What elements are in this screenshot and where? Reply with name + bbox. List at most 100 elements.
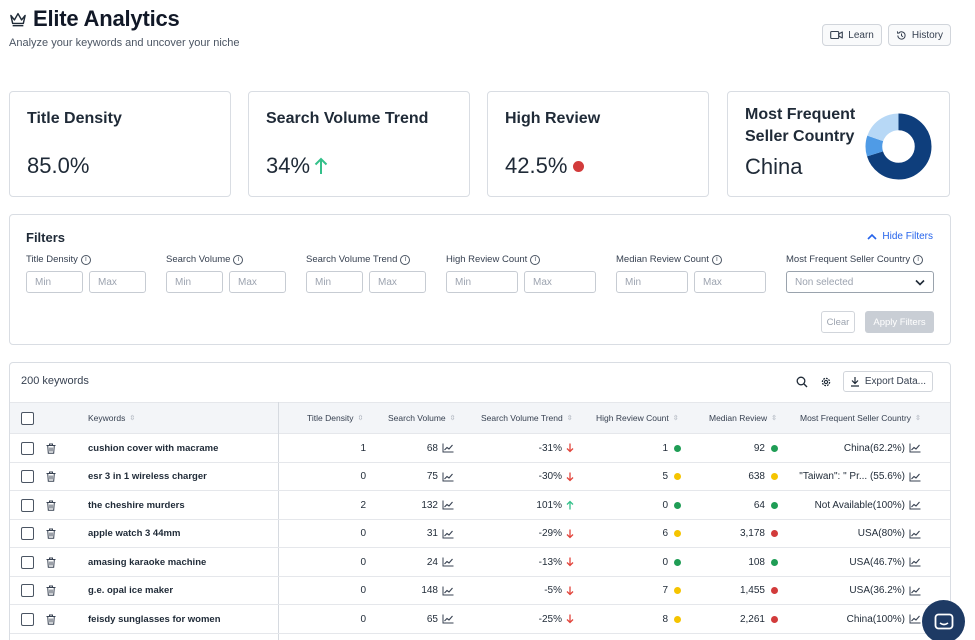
apply-filters-button[interactable]: Apply Filters	[865, 311, 934, 333]
trend-value: 101%	[536, 499, 562, 511]
row-checkbox[interactable]	[21, 498, 34, 512]
status-dot	[771, 501, 778, 509]
info-icon[interactable]: i	[233, 254, 244, 265]
trend-chart-icon[interactable]	[909, 586, 921, 596]
arrow-down-icon	[566, 529, 574, 538]
table-toolbar: Export Data...	[795, 371, 933, 392]
row-checkbox[interactable]	[21, 470, 34, 483]
table-row[interactable]: feisdy sunglasses for women 0 65 -25% 8 2,261…	[10, 605, 950, 634]
column-header-median-review[interactable]: Median Review ⇳	[709, 403, 777, 433]
trend-chart-icon[interactable]	[909, 529, 921, 539]
search-volume-cell: 24	[380, 548, 454, 576]
export-data-button[interactable]: Export Data...	[842, 371, 933, 392]
column-header-search-volume-trend[interactable]: Search Volume Trend ⇳	[481, 403, 573, 433]
table-row[interactable]: amasing karaoke machine 0 24 -13% 0 108 USA(46…	[10, 548, 950, 577]
select-all-checkbox[interactable]	[21, 411, 34, 425]
trash-icon[interactable]	[46, 500, 56, 511]
trend-chart-icon[interactable]	[442, 614, 454, 624]
row-select-cell	[21, 463, 34, 491]
trash-icon[interactable]	[46, 471, 56, 482]
trend-chart-icon[interactable]	[442, 529, 454, 539]
row-checkbox[interactable]	[21, 527, 34, 540]
keyword-cell[interactable]: esr 3 in 1 wireless charger	[88, 471, 207, 482]
seller-country-select[interactable]: Non selected	[786, 271, 934, 293]
column-header-title-density[interactable]: Title Density ⇳	[307, 403, 363, 433]
median-review-count-min-input[interactable]: Min	[616, 271, 688, 293]
row-checkbox[interactable]	[21, 555, 34, 569]
high-review-value: 7	[662, 585, 668, 596]
trend-chart-icon[interactable]	[442, 500, 454, 510]
trend-chart-icon[interactable]	[442, 586, 454, 596]
trend-chart-icon[interactable]	[442, 472, 454, 482]
keyword-cell[interactable]: g.e. opal ice maker	[88, 585, 174, 596]
trend-chart-icon[interactable]	[909, 472, 921, 482]
gear-icon[interactable]	[819, 375, 833, 389]
info-icon[interactable]: i	[711, 254, 722, 265]
trend-chart-icon[interactable]	[442, 557, 454, 567]
column-header-search-volume[interactable]: Search Volume ⇳	[388, 403, 456, 433]
median-review-cell: 92	[700, 434, 778, 462]
learn-button[interactable]: Learn	[822, 24, 882, 46]
trash-icon[interactable]	[46, 585, 56, 596]
delete-cell	[46, 463, 56, 491]
trash-icon[interactable]	[46, 443, 56, 454]
title-density-value: 2	[360, 499, 366, 511]
table-row[interactable]: the cheshire murders 2 132 101% 0 64 Not Avail…	[10, 491, 950, 520]
hide-filters-button[interactable]: Hide Filters	[867, 231, 933, 242]
high-review-value: 8	[662, 613, 668, 625]
keyword-cell[interactable]: apple watch 3 44mm	[88, 528, 181, 539]
info-icon[interactable]: i	[80, 254, 91, 265]
row-checkbox[interactable]	[21, 612, 34, 626]
trash-icon[interactable]	[46, 557, 56, 568]
keyword-cell[interactable]: cushion cover with macrame	[88, 442, 219, 454]
table-row[interactable]: esr 3 in 1 wireless charger 0 75 -30% 5 638 "T…	[10, 463, 950, 491]
sort-icon: ⇳	[771, 414, 777, 422]
trend-chart-icon[interactable]	[909, 557, 921, 567]
search-volume-trend-cell: -13%	[480, 548, 574, 576]
high-review-count-min-input[interactable]: Min	[446, 271, 518, 293]
column-header-keywords[interactable]: Keywords ⇳	[88, 403, 135, 433]
search-volume-max-input[interactable]: Max	[229, 271, 286, 293]
info-icon[interactable]: i	[400, 254, 411, 265]
median-review-count-max-input[interactable]: Max	[694, 271, 766, 293]
keyword-cell[interactable]: the cheshire murders	[88, 499, 185, 511]
info-icon[interactable]: i	[530, 254, 541, 265]
title-density-max-input[interactable]: Max	[89, 271, 146, 293]
high-review-count-max-input[interactable]: Max	[524, 271, 596, 293]
high-review-value: 1	[662, 442, 668, 454]
search-volume-trend-max-input[interactable]: Max	[369, 271, 426, 293]
row-checkbox[interactable]	[21, 584, 34, 597]
trash-icon[interactable]	[46, 614, 56, 625]
search-volume-trend-min-input[interactable]: Min	[306, 271, 363, 293]
trend-value: -30%	[538, 471, 562, 482]
table-row[interactable]: apple watch 3 44mm 0 31 -29% 6 3,178 USA(80%)	[10, 520, 950, 548]
seller-country-value: Not Available(100%)	[814, 499, 905, 511]
history-button[interactable]: History	[887, 24, 951, 46]
chat-button[interactable]	[922, 600, 965, 640]
median-review-value: 108	[748, 556, 765, 568]
keyword-cell[interactable]: feisdy sunglasses for women	[88, 613, 221, 625]
sort-icon: ⇳	[129, 414, 136, 422]
info-icon[interactable]: i	[913, 254, 924, 265]
trend-chart-icon[interactable]	[442, 443, 454, 453]
trash-icon[interactable]	[46, 528, 56, 539]
column-header-seller-country[interactable]: Most Frequent Seller Country ⇳	[800, 403, 921, 433]
trend-chart-icon[interactable]	[909, 443, 921, 453]
title-density-value: 0	[360, 556, 366, 568]
status-dot	[771, 587, 778, 594]
title-density-min-input[interactable]: Min	[26, 271, 83, 293]
page-header: Elite Analytics Analyze your keywords an…	[9, 6, 240, 49]
arrow-up-icon	[314, 157, 328, 174]
row-checkbox[interactable]	[21, 441, 34, 455]
trend-chart-icon[interactable]	[909, 614, 921, 624]
search-icon[interactable]	[795, 375, 809, 389]
donut-segment-3	[865, 113, 932, 180]
table-row[interactable]: cushion cover with macrame 1 68 -31% 1 92 Chin…	[10, 434, 950, 463]
clear-button[interactable]: Clear	[821, 311, 855, 333]
table-row[interactable]: g.e. opal ice maker 0 148 -5% 7 1,455 USA(36.2…	[10, 577, 950, 605]
column-header-high-review-count[interactable]: High Review Count ⇳	[596, 403, 679, 433]
keyword-cell[interactable]: amasing karaoke machine	[88, 556, 207, 568]
status-dot	[674, 615, 681, 623]
trend-chart-icon[interactable]	[909, 500, 921, 510]
search-volume-min-input[interactable]: Min	[166, 271, 223, 293]
